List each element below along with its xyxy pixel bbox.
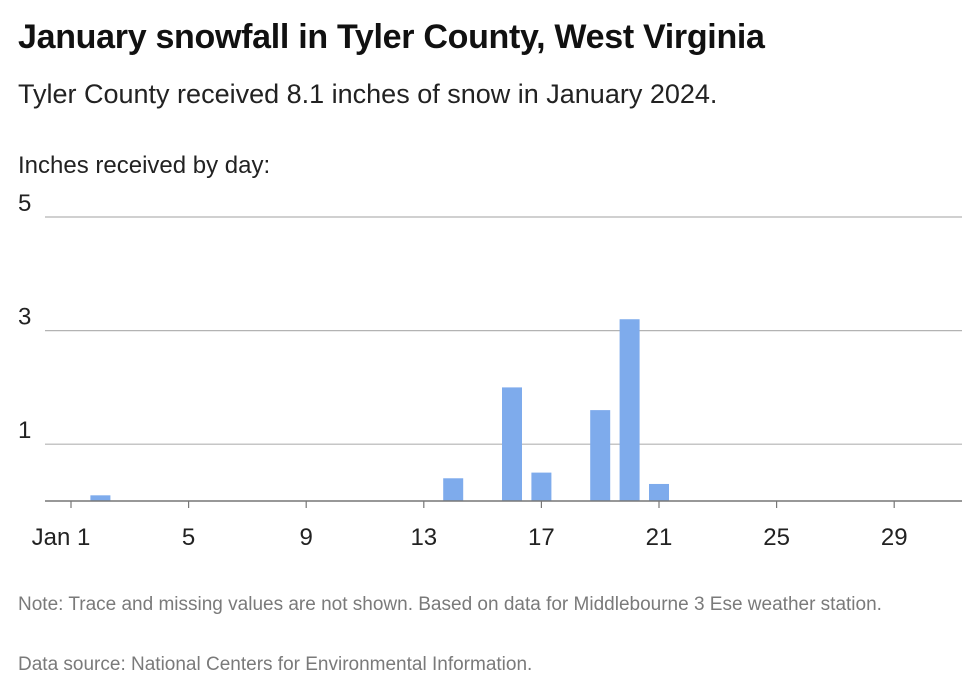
x-tick-label: 17 [528, 524, 555, 551]
bar-jan-14 [443, 478, 464, 501]
y-axis-label: Inches received by day: [18, 152, 271, 179]
chart-note: Note: Trace and missing values are not s… [18, 594, 882, 615]
y-tick-label: 1 [18, 417, 31, 444]
x-tick-label: 9 [300, 524, 313, 551]
data-source: Data source: National Centers for Enviro… [18, 654, 533, 675]
x-tick-label: 21 [646, 524, 673, 551]
bar-jan-16 [502, 387, 522, 501]
bar-jan-20 [619, 319, 640, 501]
bar-jan-21 [649, 483, 669, 501]
bar-jan-2 [90, 495, 111, 501]
x-tick-label: 13 [410, 524, 437, 551]
bars [90, 319, 669, 501]
x-tick-label: 29 [881, 524, 908, 551]
y-tick-label: 5 [18, 190, 31, 217]
chart-title: January snowfall in Tyler County, West V… [18, 18, 765, 56]
bar-jan-17 [531, 472, 552, 501]
bar-jan-19 [590, 410, 611, 501]
x-tick-label: 5 [182, 524, 195, 551]
x-tick-labels: Jan 1 5 9 13 17 21 25 29 [32, 501, 908, 551]
x-tick-label: Jan 1 [32, 524, 91, 551]
y-tick-label: 3 [18, 304, 31, 331]
chart-subtitle: Tyler County received 8.1 inches of snow… [18, 79, 718, 109]
x-tick-label: 25 [763, 524, 790, 551]
y-tick-labels: 1 3 5 [18, 190, 31, 444]
